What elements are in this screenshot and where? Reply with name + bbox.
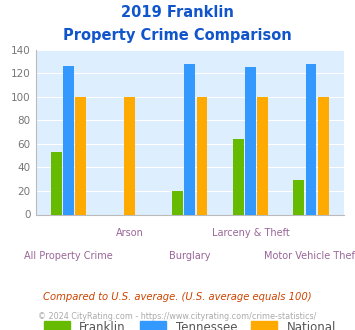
Bar <box>294 180 304 214</box>
Text: 2019 Franklin: 2019 Franklin <box>121 5 234 20</box>
Bar <box>233 139 244 214</box>
Bar <box>257 97 268 214</box>
Text: Compared to U.S. average. (U.S. average equals 100): Compared to U.S. average. (U.S. average … <box>43 292 312 302</box>
Bar <box>185 64 195 214</box>
Legend: Franklin, Tennessee, National: Franklin, Tennessee, National <box>39 316 341 330</box>
Bar <box>76 97 86 214</box>
Bar <box>306 64 317 214</box>
Bar <box>124 97 135 214</box>
Bar <box>318 97 329 214</box>
Bar <box>51 152 62 214</box>
Bar <box>63 66 74 214</box>
Text: Motor Vehicle Theft: Motor Vehicle Theft <box>264 251 355 261</box>
Bar <box>173 191 183 214</box>
Bar <box>197 97 207 214</box>
Text: Larceny & Theft: Larceny & Theft <box>212 228 289 238</box>
Text: © 2024 CityRating.com - https://www.cityrating.com/crime-statistics/: © 2024 CityRating.com - https://www.city… <box>38 312 317 321</box>
Bar <box>245 67 256 214</box>
Text: All Property Crime: All Property Crime <box>24 251 113 261</box>
Text: Arson: Arson <box>115 228 143 238</box>
Text: Burglary: Burglary <box>169 251 211 261</box>
Text: Property Crime Comparison: Property Crime Comparison <box>63 28 292 43</box>
